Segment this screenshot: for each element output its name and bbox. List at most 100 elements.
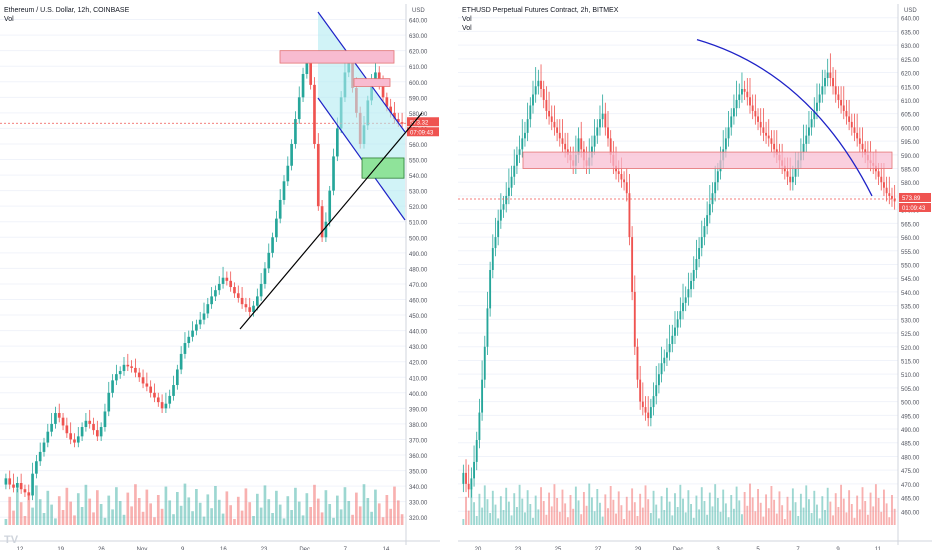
candle-body (263, 268, 267, 284)
volume-bar (553, 484, 556, 525)
candle-body (735, 99, 738, 109)
volume-bar (732, 508, 735, 525)
candle-body (374, 72, 377, 82)
candle-body (609, 138, 612, 155)
candle-body (770, 138, 773, 144)
candle-body (475, 439, 478, 462)
candle-body (684, 297, 687, 303)
candle-body (16, 483, 19, 488)
volume-bar (107, 495, 111, 525)
volume-bar (130, 506, 133, 525)
candle-body (534, 86, 537, 95)
candle-body (599, 119, 601, 128)
volume-bar (362, 484, 366, 525)
candle-body (676, 319, 679, 328)
candle-body (649, 407, 652, 419)
volume-bar (57, 496, 61, 525)
candle-body (236, 293, 240, 298)
volume-bar (548, 492, 551, 525)
candle-body (542, 89, 545, 100)
volume-bar (869, 492, 872, 525)
volume-bar (891, 495, 893, 525)
volume-bar (524, 512, 526, 525)
y-tick-label: 470.00 (409, 283, 428, 289)
candle-body (202, 313, 206, 320)
volume-bar (73, 515, 76, 525)
candle-body (164, 403, 168, 409)
volume-bar (467, 510, 470, 525)
volume-bar (515, 507, 518, 525)
left-chart-panel[interactable]: 640.00 630.00 620.00 610.00 600.00 590.00 580.… (0, 4, 440, 553)
candle-body (489, 269, 492, 309)
candle-body (679, 311, 682, 320)
candle-body (794, 168, 797, 177)
candle-body (708, 204, 711, 216)
candle-body (692, 269, 695, 281)
y-tick-label: 640.00 (901, 17, 920, 23)
volume-bar (191, 511, 194, 525)
volume-bar (263, 485, 267, 525)
volume-bar (244, 488, 248, 525)
volume-bar (502, 510, 505, 525)
volume-bar (810, 513, 813, 525)
candle-body (861, 143, 864, 150)
y-tick-label: 580.00 (901, 181, 920, 187)
volume-bar (475, 516, 478, 525)
volume-bar (692, 517, 695, 525)
y-tick-label: 490.00 (901, 428, 920, 434)
volume-bar (767, 508, 770, 525)
candle-body (754, 110, 757, 117)
volume-bar (743, 492, 746, 525)
volume-bar (716, 498, 719, 525)
y-tick-label: 390.00 (409, 407, 428, 413)
volume-bar (145, 489, 149, 525)
candle-body (550, 116, 553, 122)
volume-bar (572, 508, 575, 525)
volume-bar (396, 500, 400, 525)
volume-bar (320, 512, 324, 525)
candle-body (636, 346, 639, 380)
volume-bar (558, 511, 561, 525)
volume-bar (617, 491, 620, 525)
candle-body (267, 252, 271, 269)
volume-bar (845, 512, 848, 525)
volume-bar (179, 505, 183, 525)
y-tick-label: 490.00 (409, 252, 428, 258)
candle-body (834, 86, 837, 95)
volume-bar (278, 504, 282, 525)
volume-bar (42, 513, 46, 525)
candle-body (671, 335, 674, 345)
y-tick-label: 450.00 (409, 314, 428, 320)
candle-body (294, 119, 297, 144)
volume-bar (149, 503, 152, 525)
price-label: 573.89 (902, 196, 921, 202)
candle-body (700, 237, 703, 249)
candle-body (564, 143, 567, 150)
volume-bar (217, 499, 221, 525)
candle-body (853, 127, 856, 133)
y-tick-label: 495.00 (901, 414, 920, 420)
volume-bar (160, 508, 164, 525)
volume-bar (305, 493, 309, 525)
currency-label: USD (904, 8, 917, 14)
candle-body (214, 290, 217, 297)
volume-bar (700, 487, 703, 525)
y-tick-label: 615.00 (901, 85, 920, 91)
y-tick-label: 545.00 (901, 277, 920, 283)
candle-body (577, 138, 580, 155)
candle-body (107, 392, 111, 412)
candle-body (524, 132, 526, 139)
volume-bar (271, 513, 274, 525)
volume-bar (832, 515, 834, 525)
volume-bar (593, 511, 596, 525)
countdown-badge (407, 127, 439, 137)
volume-bar (639, 493, 642, 525)
candle-body (818, 94, 821, 103)
candle-body (497, 220, 500, 238)
volume-bar (765, 494, 768, 525)
y-tick-label: 360.00 (409, 454, 428, 460)
volume-bar (574, 486, 577, 525)
right-chart-panel[interactable]: 640.00 635.00 630.00 625.00 620.00 615.00 610.… (458, 4, 932, 553)
volume-bar (214, 486, 217, 525)
volume-bar (202, 516, 206, 525)
